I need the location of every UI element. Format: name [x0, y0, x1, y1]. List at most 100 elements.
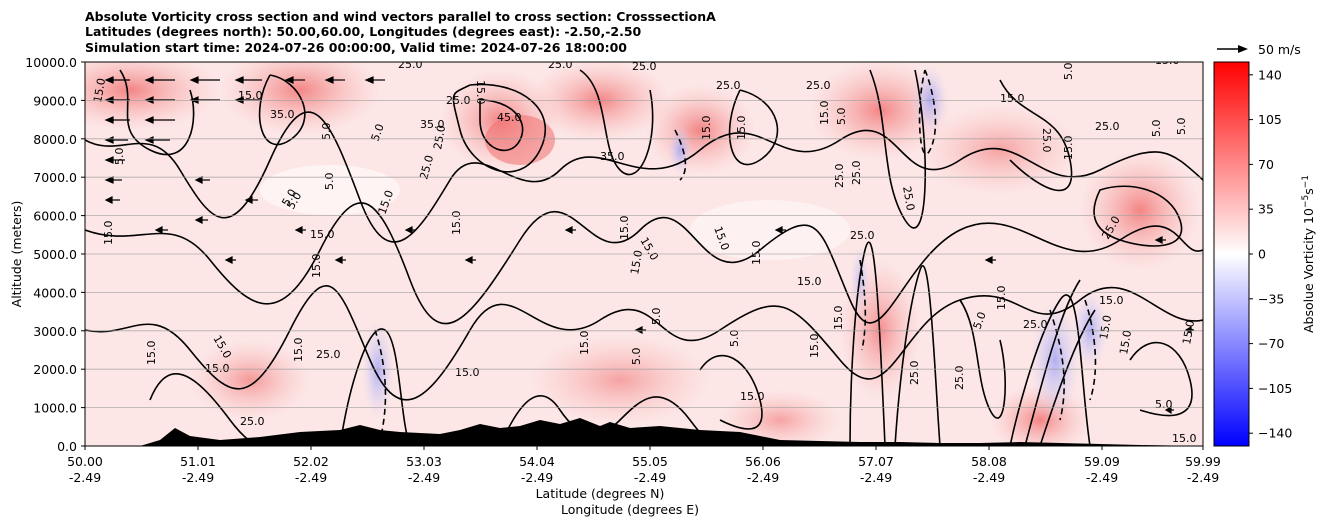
- contour-label: 35.0: [600, 150, 625, 163]
- quiver-key-label: 50 m/s: [1258, 42, 1301, 57]
- contour-label: 15.0: [292, 338, 305, 363]
- negative-contours: [374, 69, 1097, 441]
- x-axis: 50.00 -2.49 51.01 -2.49 52.02 -2.49 53.0…: [67, 446, 1221, 517]
- colorbar-tick-label: −70: [1258, 336, 1284, 351]
- y-tick-label: 5000.0: [33, 247, 77, 262]
- contour-label: 25.0: [417, 154, 436, 181]
- contour-label: 25.0: [850, 229, 875, 242]
- colorbar-label-text: Absolue Vorticity 10: [1301, 208, 1316, 333]
- contour-label: 45.0: [497, 111, 522, 124]
- y-axis: 0.0 1000.0 2000.0 3000.0 4000.0 5000.0 6…: [9, 55, 85, 454]
- quiver-key-arrow-icon: [1238, 45, 1248, 53]
- x-tick-lon: -2.49: [634, 470, 666, 485]
- contour-label: 25.0: [548, 58, 573, 71]
- colorbar-ticks: 140 105 70 35 0 −35 −70 −105 −140: [1249, 67, 1292, 441]
- x-tick-lat: 59.09: [1084, 454, 1120, 469]
- x-tick-lon: -2.49: [1187, 470, 1219, 485]
- x-tick-lon: -2.49: [521, 470, 553, 485]
- contour-label: 35.0: [420, 118, 445, 131]
- contour-label: 15.0: [474, 80, 487, 105]
- colorbar-tick-label: 35: [1258, 202, 1274, 217]
- x-tick-lat: 50.00: [67, 454, 103, 469]
- contour-label: 5.0: [1175, 118, 1188, 136]
- x-tick-lat: 57.07: [858, 454, 894, 469]
- x-tick-lon: -2.49: [295, 470, 327, 485]
- contour-label: 5.0: [320, 123, 333, 141]
- contour-label: 15.0: [1180, 319, 1197, 345]
- colorbar-tick-label: −140: [1258, 426, 1292, 441]
- y-axis-label: Altitude (meters): [9, 201, 24, 308]
- contour-label: 25.0: [1023, 318, 1048, 331]
- x-tick-lon: -2.49: [747, 470, 779, 485]
- colorbar-label-unit: s: [1301, 188, 1316, 195]
- contour-label: 5.0: [113, 148, 126, 166]
- chart-title: Absolute Vorticity cross section and win…: [85, 9, 716, 55]
- contour-label: 15.0: [808, 334, 821, 359]
- contour-label: 5.0: [1062, 63, 1075, 81]
- title-line-3: Simulation start time: 2024-07-26 00:00:…: [85, 40, 627, 55]
- y-tick-label: 9000.0: [33, 93, 77, 108]
- contour-label: 5.0: [369, 122, 387, 143]
- contour-label: 5.0: [1150, 120, 1163, 138]
- x-axis-label-lat: Latitude (degrees N): [536, 486, 665, 501]
- contour-label: 15.0: [797, 275, 822, 288]
- contour-label: 15.0: [750, 241, 763, 266]
- colorbar-label-unit-exp: −1: [1301, 175, 1311, 188]
- contour-label: 15.0: [1097, 314, 1114, 340]
- contour-label: 25.0: [833, 164, 846, 189]
- colorbar-tick-label: 0: [1258, 247, 1266, 262]
- x-tick-lon: -2.49: [860, 470, 892, 485]
- colorbar-tick-label: −105: [1258, 381, 1292, 396]
- y-tick-label: 2000.0: [33, 362, 77, 377]
- contour-label: 15.0: [238, 89, 263, 102]
- contour-label: 15.0: [205, 362, 230, 375]
- colorbar-label-exp: −5: [1301, 195, 1311, 208]
- x-axis-label-lon: Longitude (degrees E): [561, 502, 699, 517]
- colorbar-tick-label: 105: [1258, 112, 1282, 127]
- x-tick-lat: 51.01: [180, 454, 216, 469]
- x-tick-lon: -2.49: [69, 470, 101, 485]
- colorbar-tick-label: 140: [1258, 67, 1282, 82]
- x-tick-lat: 54.04: [519, 454, 555, 469]
- x-tick-lon: -2.49: [973, 470, 1005, 485]
- x-tick-lon: -2.49: [182, 470, 214, 485]
- contour-label: 25.0: [316, 348, 341, 361]
- contour-label: 25.0: [431, 124, 448, 150]
- contour-label: 25.0: [908, 361, 921, 386]
- contour-label: 15.0: [1099, 294, 1124, 307]
- title-line-2: Latitudes (degrees north): 50.00,60.00, …: [85, 24, 642, 39]
- contour-label: 15.0: [740, 390, 765, 403]
- title-line-1: Absolute Vorticity cross section and win…: [85, 9, 716, 24]
- x-tick-lat: 52.02: [293, 454, 329, 469]
- contour-label: 25.0: [953, 366, 966, 391]
- contour-label: 15.0: [1062, 136, 1075, 161]
- contour-label: 15.0: [700, 116, 713, 141]
- contour-label: 5.0: [630, 348, 643, 366]
- x-tick-lat: 59.99: [1185, 454, 1221, 469]
- colorbar: 140 105 70 35 0 −35 −70 −105 −140 Absolue Vortic…: [1213, 61, 1316, 447]
- contour-label: 25.0: [716, 79, 741, 92]
- x-tick-lon: -2.49: [1086, 470, 1118, 485]
- contour-label: 15.0: [735, 116, 748, 141]
- contour-label: 5.0: [650, 308, 663, 326]
- contour-label: 15.0: [818, 101, 831, 126]
- y-tick-label: 4000.0: [33, 285, 77, 300]
- y-tick-label: 7000.0: [33, 170, 77, 185]
- contour-label: 15.0: [578, 331, 591, 356]
- contour-label: 25.0: [240, 415, 265, 428]
- contour-label: 35.0: [270, 108, 295, 121]
- y-tick-label: 3000.0: [33, 324, 77, 339]
- contour-label: 15.0: [455, 366, 480, 379]
- x-tick-lat: 55.05: [632, 454, 668, 469]
- contour-label: 25.0: [850, 161, 863, 186]
- contour-label: 5.0: [323, 173, 336, 191]
- y-tick-label: 10000.0: [25, 55, 77, 70]
- contour-label: 15.0: [310, 228, 335, 241]
- contour-label: 15.0: [1172, 432, 1197, 445]
- contour-label: 25.0: [900, 185, 917, 211]
- y-tick-label: 1000.0: [33, 401, 77, 416]
- x-tick-lat: 56.06: [745, 454, 781, 469]
- contour-label: 5.0: [728, 330, 741, 348]
- contour-label: 5.0: [1155, 398, 1173, 411]
